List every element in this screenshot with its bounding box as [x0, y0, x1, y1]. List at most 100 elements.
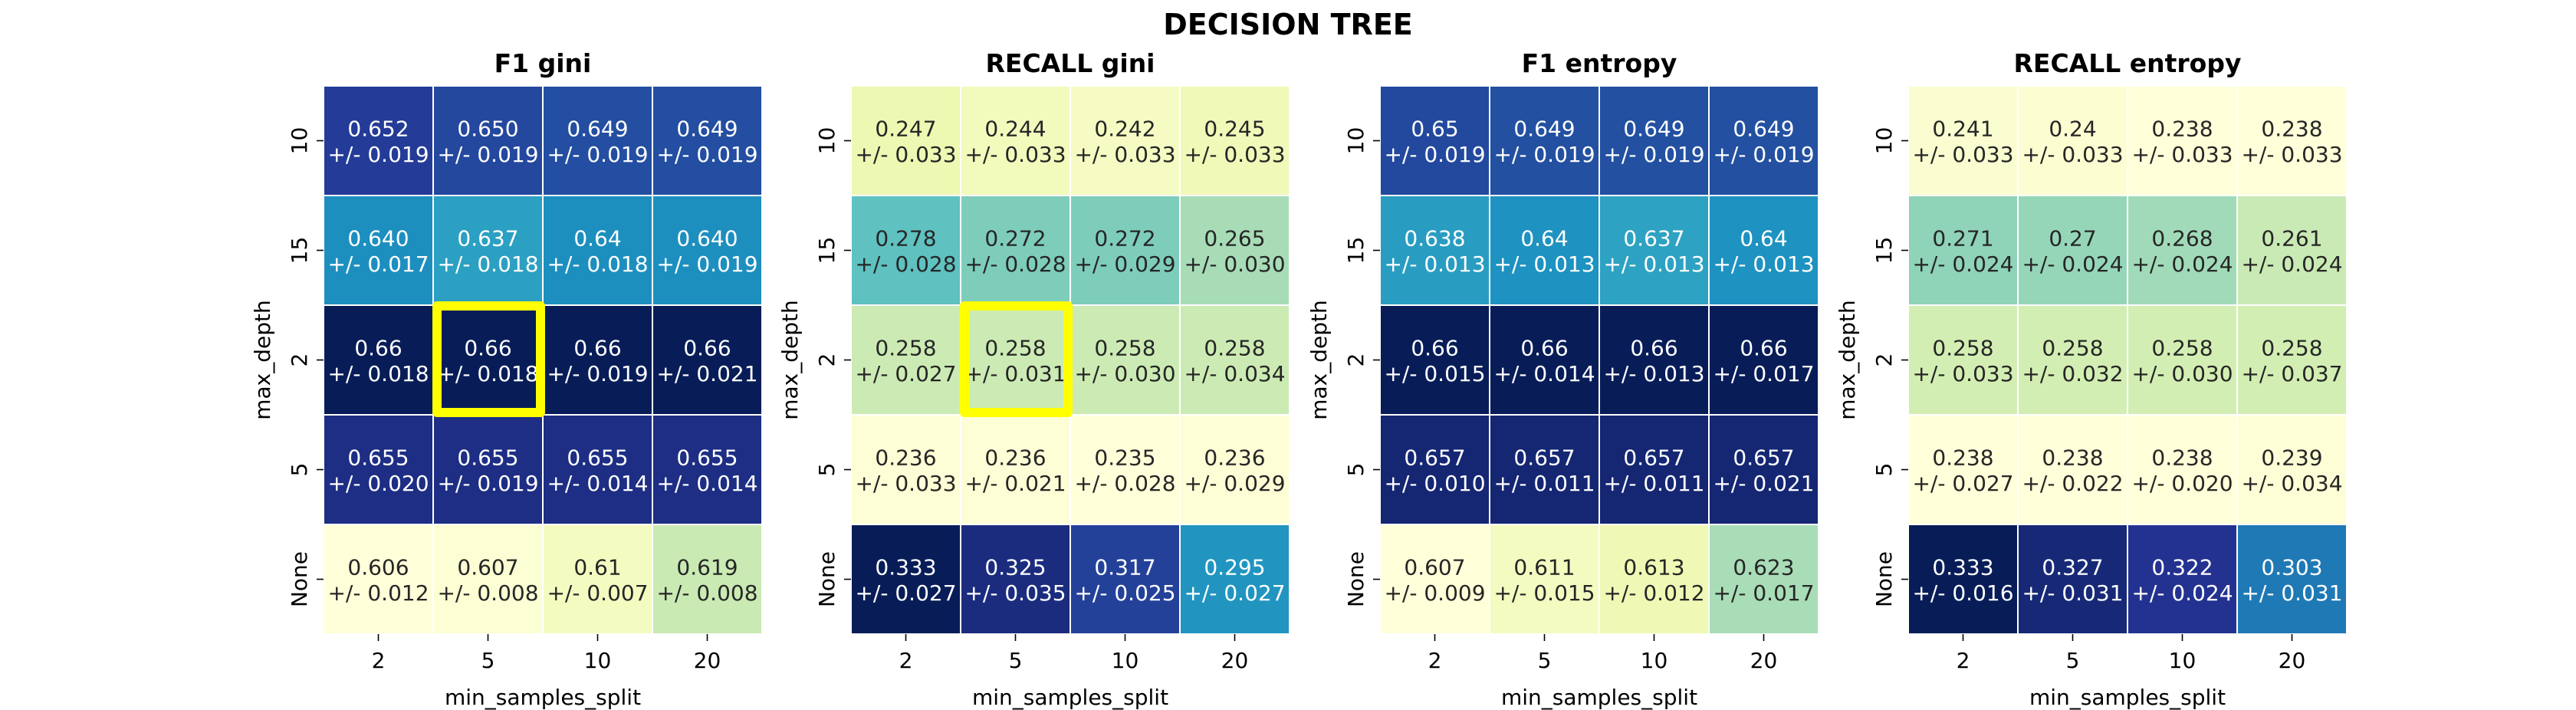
cell-label-line: 0.258: [1204, 336, 1265, 361]
cell-label: 0.258 +/- 0.032: [2022, 336, 2123, 387]
cell-label-line: 0.272: [984, 226, 1046, 251]
cell-label-line: 0.327: [2042, 555, 2103, 580]
panel-title: RECALL entropy: [2014, 48, 2242, 78]
cell-label-line: 0.650: [457, 117, 518, 142]
x-axis-label: min_samples_split: [445, 685, 641, 710]
cell-label: 0.244 +/- 0.033: [964, 117, 1066, 168]
x-tick-label: 20: [2279, 648, 2306, 673]
heatmap-cell: [1379, 195, 1490, 306]
cell-label: 0.623 +/- 0.017: [1713, 555, 1814, 606]
heatmap-cell: [542, 524, 653, 635]
cell-label-line: 0.657: [1513, 445, 1575, 471]
y-tick-label: 10: [814, 127, 840, 155]
cell-label-line: +/- 0.030: [2131, 361, 2233, 386]
cell-label-line: 0.236: [875, 445, 936, 471]
cell-label-line: 0.325: [984, 555, 1046, 580]
cell-label-line: 0.258: [1932, 336, 1993, 361]
cell-label: 0.235 +/- 0.028: [1074, 445, 1175, 497]
cell-label-line: 0.637: [457, 226, 518, 251]
cell-label-line: 0.66: [1740, 336, 1787, 361]
cell-label: 0.66 +/- 0.018: [437, 336, 538, 387]
heatmap-cell: [1907, 524, 2019, 635]
heatmap-cell: [1379, 85, 1490, 196]
heatmap-cell: [1379, 414, 1490, 525]
heatmap-cell: [2127, 195, 2238, 306]
cell-label: 0.238 +/- 0.020: [2131, 445, 2233, 497]
cell-label-line: +/- 0.019: [1493, 142, 1595, 167]
cell-label-line: 0.619: [676, 555, 738, 580]
heatmap-cell: [1907, 414, 2019, 525]
cell-label-line: 0.295: [1204, 555, 1265, 580]
cell-label-line: +/- 0.027: [1912, 471, 2013, 496]
cell-label-line: 0.265: [1204, 226, 1265, 251]
cell-label-line: +/- 0.033: [1184, 142, 1285, 167]
cell-label-line: 0.657: [1404, 445, 1465, 471]
heatmap-cell: [2236, 304, 2348, 416]
y-tick-label: 2: [814, 353, 840, 367]
y-tick-label: 5: [1871, 463, 1897, 477]
cell-label-line: 0.322: [2151, 555, 2213, 580]
cell-label-line: 0.258: [2151, 336, 2213, 361]
cell-label: 0.258 +/- 0.034: [1184, 336, 1285, 387]
cell-label-line: +/- 0.033: [2131, 142, 2233, 167]
cell-label: 0.61 +/- 0.007: [547, 555, 648, 606]
cell-label-line: 0.613: [1623, 555, 1684, 580]
heatmap-cell: [652, 85, 763, 196]
cell-label-line: 0.244: [984, 117, 1046, 142]
cell-label-line: +/- 0.019: [1603, 142, 1704, 167]
y-tick-label: 2: [1343, 353, 1368, 367]
cell-label-line: 0.623: [1733, 555, 1794, 580]
cell-label: 0.272 +/- 0.028: [964, 226, 1066, 278]
cell-label: 0.333 +/- 0.016: [1912, 555, 2013, 606]
cell-label-line: 0.657: [1623, 445, 1684, 471]
y-tick-label: 15: [1343, 237, 1368, 265]
cell-label-line: 0.235: [1094, 445, 1155, 471]
cell-label-line: +/- 0.032: [2022, 361, 2123, 386]
cell-label: 0.66 +/- 0.021: [656, 336, 757, 387]
cell-label-line: 0.64: [573, 226, 621, 251]
cell-label-line: 0.245: [1204, 117, 1265, 142]
heatmap-cell: [1179, 195, 1290, 306]
cell-label-line: +/- 0.007: [547, 580, 648, 606]
cell-label-line: +/- 0.013: [1493, 251, 1595, 277]
cell-label: 0.236 +/- 0.033: [855, 445, 956, 497]
heatmap-cell: [960, 304, 1071, 416]
y-axis-label: max_depth: [250, 300, 275, 420]
cell-label-line: +/- 0.008: [437, 580, 538, 606]
cell-label-line: +/- 0.021: [964, 471, 1066, 496]
cell-label: 0.258 +/- 0.037: [2241, 336, 2342, 387]
cell-label-line: 0.236: [984, 445, 1046, 471]
cell-label-line: +/- 0.024: [2131, 580, 2233, 606]
cell-label-line: 0.272: [1094, 226, 1155, 251]
cell-label-line: 0.261: [2261, 226, 2322, 251]
cell-label: 0.268 +/- 0.024: [2131, 226, 2233, 278]
cell-label: 0.613 +/- 0.012: [1603, 555, 1704, 606]
heatmap-cell: [1179, 524, 1290, 635]
cell-label-line: +/- 0.028: [1074, 471, 1175, 496]
heatmap-cell: [2127, 85, 2238, 196]
cell-label-line: +/- 0.028: [855, 251, 956, 277]
heatmap-cell: [1379, 304, 1490, 416]
x-tick-label: 10: [584, 648, 612, 673]
cell-label-line: 0.607: [1404, 555, 1465, 580]
cell-label: 0.637 +/- 0.018: [437, 226, 538, 278]
heatmap-cell: [1070, 195, 1181, 306]
cell-label: 0.258 +/- 0.027: [855, 336, 956, 387]
cell-label-line: 0.606: [347, 555, 409, 580]
cell-label-line: +/- 0.010: [1384, 471, 1485, 496]
cell-label-line: +/- 0.033: [855, 142, 956, 167]
cell-label-line: +/- 0.013: [1384, 251, 1485, 277]
cell-label: 0.261 +/- 0.024: [2241, 226, 2342, 278]
cell-label-line: +/- 0.013: [1713, 251, 1814, 277]
highlight-box: [432, 301, 545, 417]
cell-label: 0.24 +/- 0.033: [2022, 117, 2123, 168]
y-tick-label: 2: [1871, 353, 1897, 367]
heatmap-cell: [1708, 414, 1819, 525]
cell-label-line: 0.611: [1513, 555, 1575, 580]
cell-label-line: +/- 0.020: [2131, 471, 2233, 496]
heatmap-cell: [1708, 524, 1819, 635]
cell-label: 0.657 +/- 0.011: [1493, 445, 1595, 497]
cell-label-line: +/- 0.018: [437, 361, 538, 386]
heatmap-cell: [1708, 304, 1819, 416]
